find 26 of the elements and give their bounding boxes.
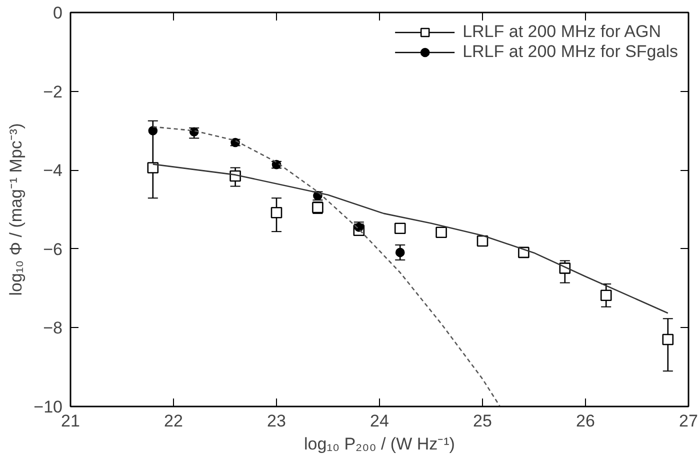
legend-label: LRLF at 200 MHz for SFgals	[462, 42, 678, 62]
y-tick-label: −10	[34, 398, 63, 416]
point	[394, 222, 406, 234]
x-axis-title: log₁₀ P₂₀₀ / (W Hz⁻¹)	[304, 434, 455, 454]
point	[395, 248, 405, 258]
x-tick-label: 21	[61, 412, 80, 430]
point	[662, 334, 674, 346]
x-tick-label: 23	[267, 412, 286, 430]
legend-label: LRLF at 200 MHz for AGN	[462, 22, 661, 42]
x-tick-label: 26	[576, 412, 595, 430]
point	[270, 207, 282, 218]
point	[436, 226, 447, 238]
point	[476, 235, 488, 247]
y-tick-label: −8	[43, 318, 63, 338]
y-tick-label: 0	[53, 4, 63, 22]
x-tick-label: 24	[370, 412, 389, 430]
y-tick-label: −6	[43, 240, 63, 259]
x-tick-label: 22	[164, 412, 183, 430]
point	[148, 126, 158, 136]
y-tick-label: −2	[43, 82, 63, 102]
y-axis-title: log₁₀ Φ / (mag⁻¹ Mpc⁻³)	[6, 123, 26, 296]
point	[600, 290, 612, 302]
y-tick-label: −4	[43, 161, 63, 180]
x-tick-label: 27	[679, 412, 698, 430]
x-tick-label: 25	[473, 412, 492, 430]
point	[147, 162, 159, 174]
